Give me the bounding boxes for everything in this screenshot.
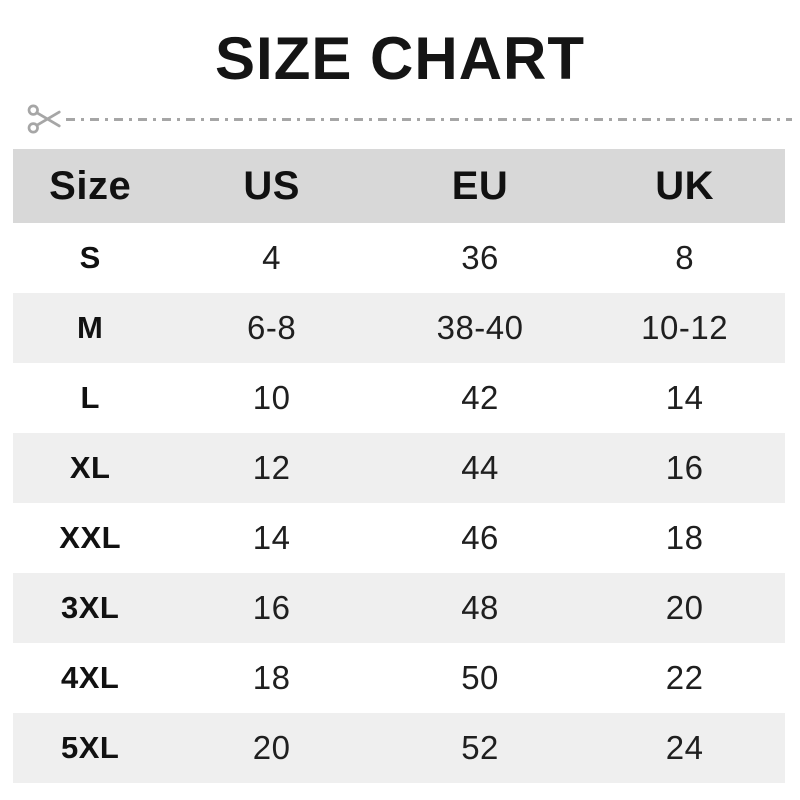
table-row-l: L 10 42 14: [13, 363, 785, 433]
table-row-s: S 4 36 8: [13, 223, 785, 293]
table-header-row: Size US EU UK: [13, 149, 785, 223]
eu-cell: 42: [461, 379, 499, 416]
table-row-4xl: 4XL 18 50 22: [13, 643, 785, 713]
uk-cell: 20: [665, 589, 704, 626]
us-cell: 18: [252, 659, 291, 696]
uk-cell: 10-12: [641, 309, 729, 346]
size-cell: 4XL: [61, 660, 120, 695]
size-cell: XL: [69, 450, 111, 485]
table-row-xl: XL 12 44 16: [13, 433, 785, 503]
eu-cell: 36: [461, 239, 499, 276]
cut-line: [0, 99, 800, 139]
table-row-xxl: XXL 14 46 18: [13, 503, 785, 573]
table-row-3xl: 3XL 16 48 20: [13, 573, 785, 643]
us-cell: 6-8: [247, 309, 297, 346]
scissors-icon: [27, 104, 61, 134]
col-header-uk: UK: [655, 163, 715, 208]
dashed-cut-rule: [66, 117, 792, 121]
page-title: SIZE CHART: [215, 25, 585, 92]
us-cell: 14: [252, 519, 291, 556]
us-cell: 12: [252, 449, 291, 486]
size-cell: S: [79, 240, 101, 275]
size-cell: 5XL: [61, 730, 120, 765]
us-cell: 10: [252, 379, 291, 416]
us-cell: 4: [262, 239, 282, 276]
size-table: Size US EU UK S 4 36 8 M 6-8 38-40 10-12…: [13, 149, 785, 783]
uk-cell: 18: [665, 519, 704, 556]
col-header-size: Size: [49, 163, 132, 208]
size-cell: L: [80, 380, 100, 415]
uk-cell: 8: [675, 239, 695, 276]
eu-cell: 52: [461, 729, 499, 766]
us-cell: 20: [252, 729, 291, 766]
size-cell: 3XL: [61, 590, 120, 625]
uk-cell: 22: [665, 659, 704, 696]
eu-cell: 48: [461, 589, 499, 626]
size-cell: XXL: [59, 520, 122, 555]
us-cell: 16: [252, 589, 291, 626]
eu-cell: 44: [461, 449, 499, 486]
eu-cell: 50: [461, 659, 499, 696]
uk-cell: 14: [665, 379, 704, 416]
eu-cell: 38-40: [436, 309, 524, 346]
uk-cell: 24: [665, 729, 704, 766]
col-header-eu: EU: [451, 163, 509, 208]
size-cell: M: [77, 310, 104, 345]
eu-cell: 46: [461, 519, 499, 556]
uk-cell: 16: [665, 449, 704, 486]
table-row-5xl: 5XL 20 52 24: [13, 713, 785, 783]
col-header-us: US: [243, 163, 300, 208]
table-row-m: M 6-8 38-40 10-12: [13, 293, 785, 363]
